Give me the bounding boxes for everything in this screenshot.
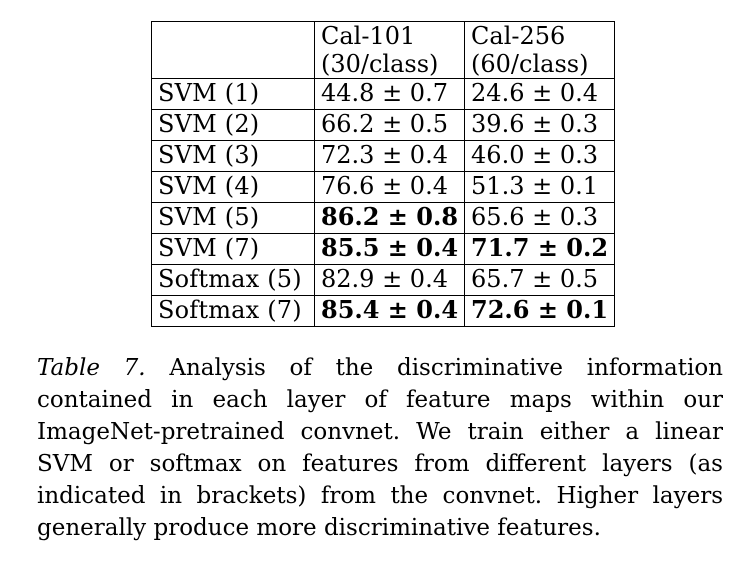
column-header-cal256: Cal-256 (60/class) (464, 21, 616, 79)
accuracy-cell: 82.9 ± 0.4 (313, 264, 466, 296)
row-label: SVM (5) (151, 202, 315, 234)
accuracy-cell: 71.7 ± 0.2 (464, 233, 616, 265)
accuracy-cell: 24.6 ± 0.4 (464, 78, 616, 110)
row-label: SVM (2) (151, 109, 315, 141)
corner-cell (151, 21, 315, 79)
table-row: SVM (1) 44.8 ± 0.7 24.6 ± 0.4 (151, 78, 616, 110)
accuracy-cell: 85.5 ± 0.4 (313, 233, 466, 265)
accuracy-cell: 46.0 ± 0.3 (464, 140, 616, 172)
accuracy-cell: 51.3 ± 0.1 (464, 171, 616, 203)
row-label: Softmax (7) (151, 295, 315, 327)
table-row: SVM (4) 76.6 ± 0.4 51.3 ± 0.1 (151, 171, 616, 203)
caption-label: Table 7. (37, 355, 146, 381)
accuracy-cell: 72.3 ± 0.4 (313, 140, 466, 172)
row-label: SVM (1) (151, 78, 315, 110)
table-row: SVM (3) 72.3 ± 0.4 46.0 ± 0.3 (151, 140, 616, 172)
row-label: SVM (7) (151, 233, 315, 265)
table-row: Softmax (5) 82.9 ± 0.4 65.7 ± 0.5 (151, 264, 616, 296)
column-header-line1: Cal-101 (321, 22, 416, 50)
caption-text: Analysis of the discriminative informati… (37, 355, 723, 541)
table-caption: Table 7. Analysis of the discriminative … (37, 352, 723, 544)
accuracy-cell: 85.4 ± 0.4 (313, 295, 466, 327)
row-label: SVM (4) (151, 171, 315, 203)
accuracy-cell: 72.6 ± 0.1 (464, 295, 616, 327)
table-row: Softmax (7) 85.4 ± 0.4 72.6 ± 0.1 (151, 295, 616, 327)
results-table: Cal-101 (30/class) Cal-256 (60/class) SV… (151, 21, 616, 327)
accuracy-cell: 65.6 ± 0.3 (464, 202, 616, 234)
table-body: SVM (1) 44.8 ± 0.7 24.6 ± 0.4 SVM (2) 66.2 ±… (151, 78, 616, 327)
column-header-line2: (60/class) (471, 50, 589, 78)
header-row: Cal-101 (30/class) Cal-256 (60/class) (151, 21, 616, 79)
table-row: SVM (2) 66.2 ± 0.5 39.6 ± 0.3 (151, 109, 616, 141)
accuracy-cell: 66.2 ± 0.5 (313, 109, 466, 141)
accuracy-cell: 39.6 ± 0.3 (464, 109, 616, 141)
accuracy-cell: 65.7 ± 0.5 (464, 264, 616, 296)
column-header-line2: (30/class) (321, 50, 439, 78)
column-header-line1: Cal-256 (471, 22, 566, 50)
accuracy-cell: 86.2 ± 0.8 (313, 202, 466, 234)
accuracy-cell: 76.6 ± 0.4 (313, 171, 466, 203)
row-label: SVM (3) (151, 140, 315, 172)
table-row: SVM (7) 85.5 ± 0.4 71.7 ± 0.2 (151, 233, 616, 265)
row-label: Softmax (5) (151, 264, 315, 296)
column-header-cal101: Cal-101 (30/class) (313, 21, 466, 79)
table-row: SVM (5) 86.2 ± 0.8 65.6 ± 0.3 (151, 202, 616, 234)
accuracy-cell: 44.8 ± 0.7 (313, 78, 466, 110)
